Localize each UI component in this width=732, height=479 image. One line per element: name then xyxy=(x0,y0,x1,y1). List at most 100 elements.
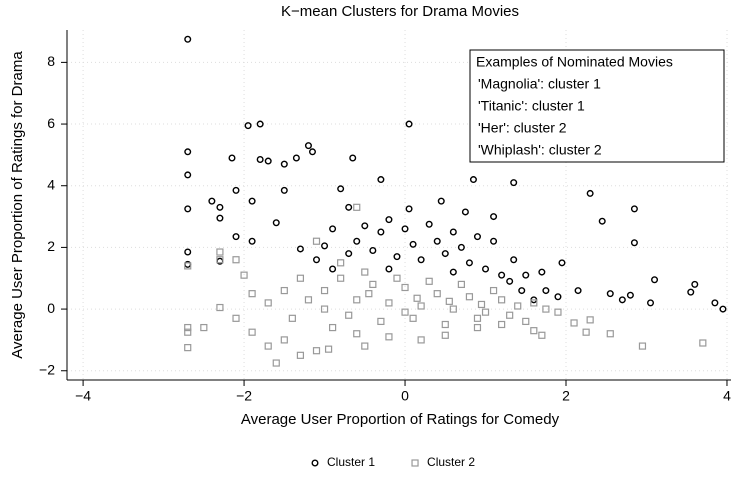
point xyxy=(449,305,457,313)
point xyxy=(208,197,216,205)
point xyxy=(457,280,465,289)
point xyxy=(256,156,264,164)
point xyxy=(184,262,192,270)
chart-title: K−mean Clusters for Drama Movies xyxy=(281,3,519,20)
point xyxy=(264,299,272,307)
point xyxy=(296,274,305,282)
point xyxy=(445,297,453,305)
point xyxy=(638,342,647,350)
legend-label: Cluster 2 xyxy=(427,455,475,469)
point xyxy=(437,197,445,205)
point xyxy=(522,271,530,279)
point xyxy=(647,299,655,307)
point xyxy=(320,305,329,313)
point xyxy=(465,259,473,267)
point xyxy=(417,302,425,310)
point xyxy=(345,311,353,319)
point xyxy=(538,268,546,276)
point xyxy=(481,308,490,316)
point xyxy=(570,319,578,327)
point xyxy=(449,228,457,236)
point xyxy=(216,203,224,211)
point xyxy=(530,327,538,335)
point xyxy=(248,237,256,245)
point xyxy=(228,154,236,162)
point xyxy=(272,359,280,367)
point xyxy=(618,296,626,304)
point xyxy=(369,246,377,254)
point xyxy=(651,276,659,284)
y-axis-label: Average User Proportion of Ratings for D… xyxy=(9,51,26,359)
point xyxy=(385,216,393,224)
point xyxy=(337,274,345,282)
legend-marker xyxy=(311,459,319,467)
point xyxy=(405,120,413,128)
y-tick-label: 8 xyxy=(47,53,55,69)
annotation-line: 'Magnolia': cluster 1 xyxy=(478,76,601,92)
point xyxy=(240,271,248,279)
point xyxy=(393,274,401,282)
point xyxy=(542,287,550,295)
point xyxy=(606,290,614,298)
point xyxy=(280,160,288,168)
point xyxy=(329,265,337,273)
point xyxy=(385,265,393,273)
point xyxy=(699,339,707,347)
point xyxy=(518,287,526,295)
x-tick-label: 4 xyxy=(723,388,731,404)
point xyxy=(353,203,361,211)
point xyxy=(232,186,240,194)
point xyxy=(184,323,192,332)
point xyxy=(184,205,192,213)
point xyxy=(506,277,514,285)
point xyxy=(498,320,506,329)
point xyxy=(393,253,401,261)
point xyxy=(691,280,699,288)
annotation-box xyxy=(469,49,725,163)
x-tick-label: 2 xyxy=(562,388,570,404)
point xyxy=(304,142,312,150)
point xyxy=(377,176,385,184)
point xyxy=(280,336,288,344)
point xyxy=(473,314,482,322)
point xyxy=(586,316,594,324)
point xyxy=(530,299,538,307)
point xyxy=(417,336,425,344)
annotation-title: Examples of Nominated Movies xyxy=(476,54,673,70)
point xyxy=(425,277,433,285)
point xyxy=(473,233,481,241)
point xyxy=(687,288,695,296)
point xyxy=(401,308,409,316)
point xyxy=(329,225,337,233)
point xyxy=(296,351,305,359)
legend-label: Cluster 1 xyxy=(327,455,375,469)
point xyxy=(321,242,329,250)
point xyxy=(413,294,421,302)
point xyxy=(417,256,425,264)
annotation-line: 'Whiplash': cluster 2 xyxy=(478,142,602,158)
point xyxy=(405,205,413,213)
x-tick-label: −4 xyxy=(75,388,91,404)
point xyxy=(522,317,530,326)
point xyxy=(264,342,272,350)
point xyxy=(329,323,337,332)
point xyxy=(184,328,192,336)
point xyxy=(554,293,562,301)
point xyxy=(401,283,409,292)
point xyxy=(441,250,449,258)
point xyxy=(216,248,224,256)
y-tick-label: −2 xyxy=(39,361,55,377)
point xyxy=(558,259,566,267)
point xyxy=(433,237,441,245)
point xyxy=(184,248,192,256)
x-tick-label: 0 xyxy=(401,388,409,404)
point xyxy=(377,228,385,236)
point xyxy=(216,214,224,222)
point xyxy=(401,225,409,233)
point xyxy=(345,203,353,211)
point xyxy=(264,157,272,165)
x-axis-label: Average User Proportion of Ratings for C… xyxy=(241,411,560,428)
point xyxy=(385,299,393,307)
point xyxy=(506,311,514,319)
